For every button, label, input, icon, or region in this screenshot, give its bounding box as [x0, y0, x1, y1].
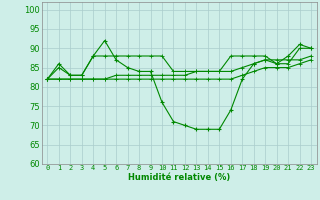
X-axis label: Humidité relative (%): Humidité relative (%) [128, 173, 230, 182]
